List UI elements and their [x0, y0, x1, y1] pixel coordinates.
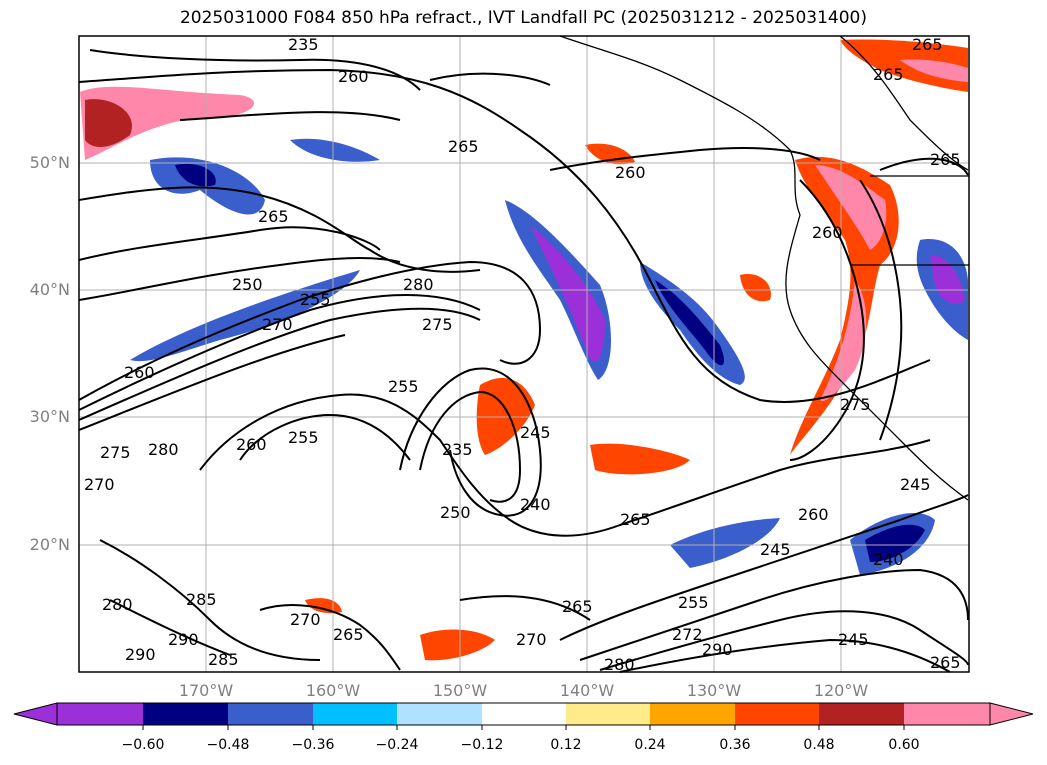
contour-label: 260	[236, 435, 267, 454]
contour-label: 245	[900, 475, 931, 494]
contour-label: 280	[102, 595, 133, 614]
contour-label: 270	[290, 610, 321, 629]
contour-label: 235	[442, 440, 473, 459]
contour-label: 255	[288, 428, 319, 447]
contour-label: 255	[388, 377, 419, 396]
contour-label-group: 235 260 265 265 260 265 265 250 255 280 …	[84, 35, 961, 674]
contour-label: 290	[125, 645, 156, 664]
colorbar-tick-label: 0.36	[719, 737, 751, 753]
contour-label: 265	[930, 150, 961, 169]
contour-label: 245	[520, 423, 551, 442]
lon-label-130w: 130°W	[686, 681, 742, 700]
map-background	[79, 36, 969, 672]
contour-label: 265	[333, 625, 364, 644]
contour-label: 265	[912, 35, 943, 54]
lon-label-120w: 120°W	[813, 681, 869, 700]
lon-label-170w: 170°W	[178, 681, 234, 700]
contour-label: 265	[873, 65, 904, 84]
contour-label: 245	[760, 540, 791, 559]
colorbar-tick-label: −0.12	[460, 737, 504, 753]
contour-label: 250	[232, 275, 263, 294]
contour-label: 260	[124, 363, 155, 382]
lon-label-140w: 140°W	[559, 681, 615, 700]
contour-label: 255	[300, 290, 331, 309]
contour-label: 280	[403, 275, 434, 294]
lat-label-30n: 30°N	[29, 407, 70, 426]
contour-label: 260	[812, 223, 843, 242]
colorbar-outline	[56, 702, 991, 726]
contour-label: 280	[148, 440, 179, 459]
colorbar-swatch	[313, 703, 397, 725]
colorbar-swatch	[57, 703, 143, 725]
coastline	[559, 35, 969, 501]
contour-label: 285	[186, 590, 217, 609]
colorbar-tick-label: 0.48	[803, 737, 835, 753]
colorbar-tick-marks	[142, 725, 905, 730]
contour-label: 270	[84, 475, 115, 494]
map-title: 2025031000 F084 850 hPa refract., IVT La…	[179, 8, 867, 28]
contour-label: 255	[678, 593, 709, 612]
colorbar-tick-label: −0.36	[291, 737, 335, 753]
lat-label-50n: 50°N	[29, 153, 70, 172]
map-frame	[78, 35, 970, 673]
colorbar-tick-label: −0.60	[121, 737, 165, 753]
colorbar-swatch	[735, 703, 819, 725]
colorbar-swatch	[482, 703, 566, 725]
colorbar	[13, 702, 1034, 730]
colorbar-tick-label: 0.12	[550, 737, 582, 753]
lat-label-40n: 40°N	[29, 280, 70, 299]
colorbar-swatch	[904, 703, 990, 725]
graticule	[79, 36, 969, 672]
contour-label: 290	[702, 640, 733, 659]
contour-label: 245	[838, 630, 869, 649]
colorbar-swatch	[228, 703, 313, 725]
contour-label: 275	[840, 395, 871, 414]
colorbar-extend-high	[989, 702, 1034, 726]
colorbar-swatch	[397, 703, 482, 725]
lon-label-160w: 160°W	[305, 681, 361, 700]
colorbar-swatch	[566, 703, 650, 725]
contour-label: 235	[288, 35, 319, 54]
colorbar-tick-label: 0.24	[634, 737, 666, 753]
contour-label: 260	[615, 163, 646, 182]
contour-label: 265	[562, 597, 593, 616]
contour-label: 290	[168, 630, 199, 649]
contour-label: 270	[262, 315, 293, 334]
colorbar-extend-low	[13, 702, 58, 726]
contour-label: 265	[448, 137, 479, 156]
colorbar-tick-label: −0.48	[206, 737, 250, 753]
colorbar-swatch	[143, 703, 228, 725]
contour-label: 240	[520, 495, 551, 514]
colorbar-swatch	[650, 703, 735, 725]
contour-label: 280	[604, 655, 635, 674]
refractivity-contours	[78, 49, 969, 673]
colorbar-swatch	[819, 703, 904, 725]
lon-label-150w: 150°W	[432, 681, 488, 700]
contour-label: 275	[422, 315, 453, 334]
contour-label: 285	[208, 650, 239, 669]
contour-label: 272	[672, 625, 703, 644]
contour-label: 265	[258, 207, 289, 226]
contour-label: 260	[798, 505, 829, 524]
contour-label: 265	[620, 510, 651, 529]
contour-label: 265	[930, 653, 961, 672]
contour-label: 240	[873, 550, 904, 569]
contour-label: 260	[338, 67, 369, 86]
colorbar-tick-label: −0.24	[375, 737, 419, 753]
colorbar-tick-label: 0.60	[888, 737, 920, 753]
contour-label: 275	[100, 443, 131, 462]
contour-label: 270	[516, 630, 547, 649]
lat-label-20n: 20°N	[29, 535, 70, 554]
contour-label: 250	[440, 503, 471, 522]
